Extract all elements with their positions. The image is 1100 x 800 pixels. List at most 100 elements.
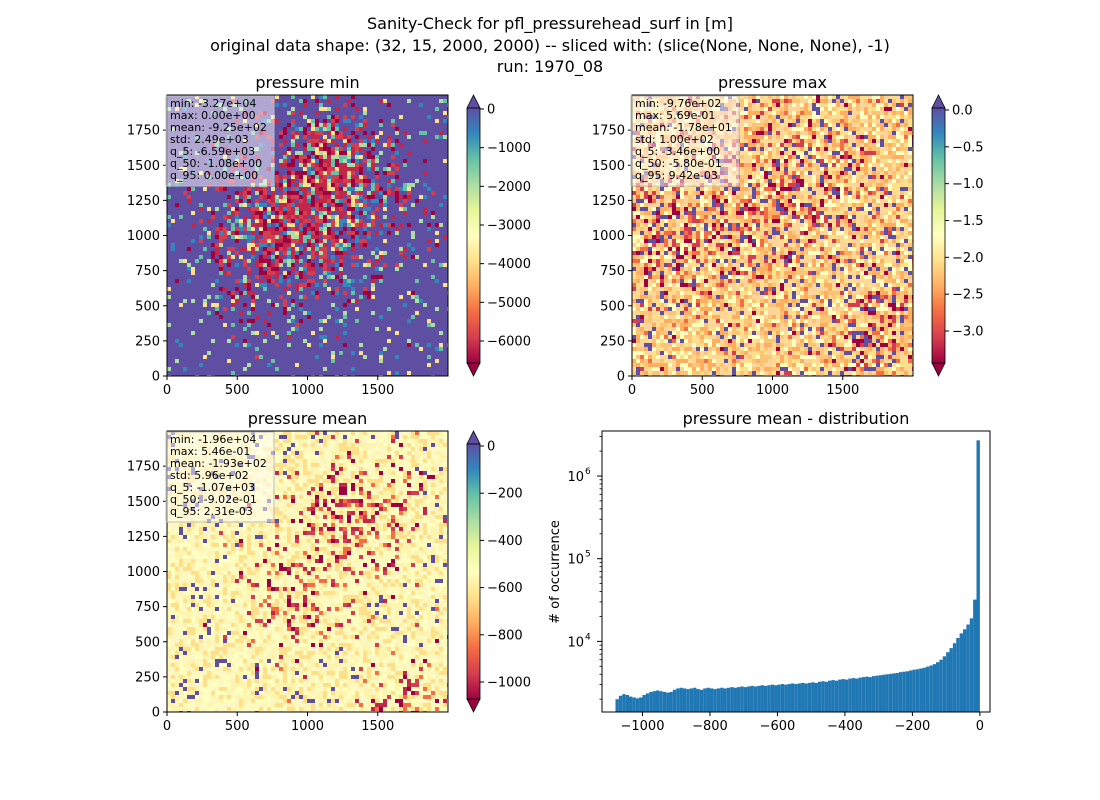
histogram-bar xyxy=(686,689,690,712)
histogram-bar xyxy=(882,674,886,712)
histogram-bar xyxy=(858,677,862,712)
y-tick-exponent: 4 xyxy=(585,632,591,642)
histogram-bar xyxy=(929,665,933,712)
panel-title: pressure mean xyxy=(248,409,368,428)
panel-title: pressure min xyxy=(255,73,359,92)
histogram-bar xyxy=(942,656,947,712)
histogram-bar xyxy=(628,696,633,712)
histogram-bar xyxy=(902,671,906,712)
histogram-bar xyxy=(838,679,842,712)
histogram-bar xyxy=(861,677,866,712)
histogram-bar xyxy=(713,689,717,712)
colorbar-tick-label: −1000 xyxy=(487,676,531,691)
histogram-bar xyxy=(753,686,758,712)
histogram-bar xyxy=(645,693,650,712)
stats-line: q_50: -5.80e-01 xyxy=(635,157,722,170)
panel-pressure-min: pressure min 0 500 1000 1500 0 250 500 750 1000 1… xyxy=(127,73,531,398)
histogram-bar xyxy=(932,664,937,712)
histogram-bar xyxy=(817,681,822,712)
stats-line: q_50: -9.02e-01 xyxy=(170,493,257,506)
histogram-bar xyxy=(669,691,673,712)
y-tick-label: 1250 xyxy=(127,194,160,209)
histogram-bar xyxy=(652,691,656,712)
histogram-bar xyxy=(976,440,980,712)
histogram-bar xyxy=(848,678,852,712)
y-tick-label: 1000 xyxy=(592,229,625,244)
y-tick-label: 750 xyxy=(600,264,625,279)
histogram-bar xyxy=(915,669,920,712)
colorbar-tick-label: −1.0 xyxy=(952,177,984,192)
x-tick-label: −600 xyxy=(760,719,796,734)
colorbar-tick-label: −6000 xyxy=(487,335,531,350)
histogram-bar xyxy=(625,694,629,712)
histogram-bar xyxy=(939,659,943,712)
stats-line: q_95: 2.31e-03 xyxy=(170,505,253,518)
histogram-bar xyxy=(868,677,872,712)
histogram-bar xyxy=(730,687,734,712)
histogram-bar xyxy=(801,682,805,712)
histogram-bar xyxy=(693,687,697,712)
histogram-bar xyxy=(790,683,795,712)
histogram-bar xyxy=(814,682,818,712)
stats-line: q_50: -1.08e+00 xyxy=(170,157,262,170)
histogram-bar xyxy=(797,683,802,712)
histogram-bar xyxy=(639,697,643,712)
histogram-bar xyxy=(855,678,859,712)
y-tick-label: 0 xyxy=(152,706,160,721)
x-tick-label: −400 xyxy=(827,719,863,734)
colorbar-tick-label: −600 xyxy=(487,581,523,596)
y-tick-label: 500 xyxy=(135,635,160,650)
histogram-bar xyxy=(888,673,893,712)
histogram-bar xyxy=(946,652,950,712)
panel-histogram: pressure mean - distribution −1000 −800 −6… xyxy=(548,409,991,734)
colorbar-tick-label: −1000 xyxy=(487,141,531,156)
stats-line: std: 1.00e+02 xyxy=(635,133,714,146)
suptitle-line-2: original data shape: (32, 15, 2000, 2000… xyxy=(210,36,890,55)
histogram-bar xyxy=(743,687,748,712)
stats-line: std: 2.49e+03 xyxy=(170,133,249,146)
axis-ticks: 0 500 1000 1500 0 250 500 750 1000 1250 1500 1750 xyxy=(127,460,394,734)
colorbar-tick-label: −0.5 xyxy=(952,140,984,155)
colorbar-tick-label: 0 xyxy=(487,103,495,118)
y-tick-label: 1500 xyxy=(127,495,160,510)
histogram-bar xyxy=(750,685,754,712)
colorbar-tick-label: −800 xyxy=(487,628,523,643)
histogram-bar xyxy=(865,676,869,712)
colorbar-tick-label: 0 xyxy=(487,440,495,455)
colorbar-tick-label: 0.0 xyxy=(952,104,973,119)
histogram-bar xyxy=(831,680,835,712)
x-tick-label: 1000 xyxy=(291,383,324,398)
stats-line: mean: -1.78e+01 xyxy=(635,121,732,134)
histogram-bar xyxy=(828,680,832,712)
y-tick-label: 250 xyxy=(135,334,160,349)
colorbar-tick-label: −3000 xyxy=(487,219,531,234)
stats-line: mean: -9.25e+02 xyxy=(170,121,267,134)
histogram-bar xyxy=(763,685,768,712)
y-tick-label: 1500 xyxy=(592,159,625,174)
axis-ticks: 0 500 1000 1500 0 250 500 750 1000 1250 1500 1750 xyxy=(592,124,859,398)
colorbar-tick-label: −1.5 xyxy=(952,214,984,229)
histogram-bar xyxy=(936,662,940,712)
histogram-bar xyxy=(912,669,916,712)
histogram-bar xyxy=(780,684,785,712)
histogram-bar xyxy=(811,682,815,712)
histogram-bar xyxy=(632,697,636,712)
stats-line: q_5: -1.07e+03 xyxy=(170,481,255,494)
histogram-bar xyxy=(898,672,903,712)
histogram-bar xyxy=(689,688,694,712)
histogram-bar xyxy=(794,684,798,712)
histogram-bar xyxy=(736,687,741,712)
histogram-bar xyxy=(635,698,640,712)
histogram-bar xyxy=(696,689,700,712)
x-tick-label: 1500 xyxy=(826,383,859,398)
stats-line: mean: -1.93e+02 xyxy=(170,457,267,470)
histogram-bar xyxy=(851,678,856,712)
y-tick-label: 10 xyxy=(567,635,584,650)
y-tick-label: 500 xyxy=(600,299,625,314)
histogram-bar xyxy=(909,670,913,712)
histogram-bar xyxy=(963,629,967,712)
y-tick-label: 250 xyxy=(135,670,160,685)
histogram-bar xyxy=(878,675,883,712)
stats-line: min: -1.96e+04 xyxy=(170,433,256,446)
